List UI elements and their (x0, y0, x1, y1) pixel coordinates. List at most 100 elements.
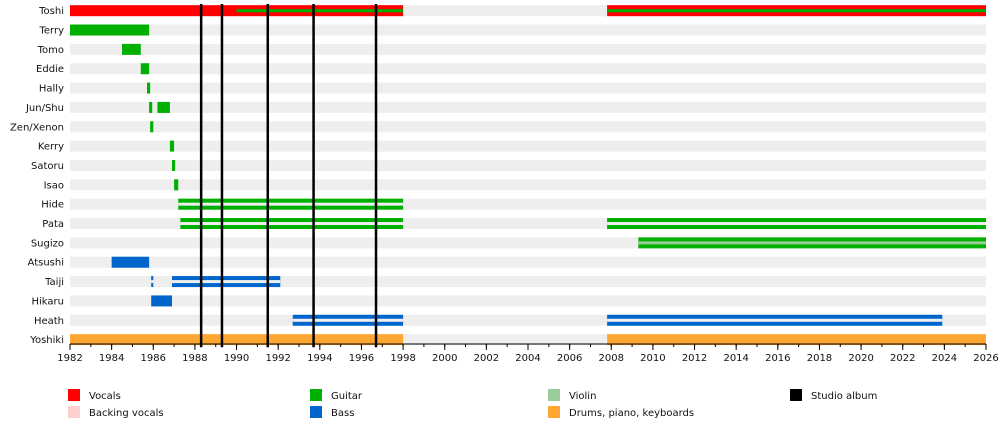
row-band (70, 218, 986, 230)
row-band (70, 5, 986, 17)
x-tick-label: 1986 (141, 353, 166, 364)
legend-swatch-drums (548, 406, 560, 418)
member-bar-drums (607, 334, 986, 346)
legend-swatch-vocals (68, 389, 80, 401)
legend-swatch-album (790, 389, 802, 401)
x-axis: 1982 1984 1986 1988 1990 1992 1994 1996 1998 2000… (57, 343, 999, 364)
member-bars (70, 5, 986, 346)
x-tick-label: 2016 (765, 353, 790, 364)
row-band (70, 256, 986, 268)
member-label: Hally (39, 84, 64, 95)
x-tick-label: 2010 (640, 353, 665, 364)
member-bar-guitar (150, 121, 154, 133)
x-tick-label: 2018 (807, 353, 832, 364)
member-label: Sugizo (31, 238, 64, 249)
member-bar-drums (70, 334, 404, 346)
member-label: Heath (34, 316, 64, 327)
member-label: Eddie (36, 64, 64, 75)
member-stripe-guitar (236, 9, 404, 13)
member-label: Atsushi (28, 258, 64, 269)
member-stripe-band_light (607, 318, 943, 322)
row-band (70, 140, 986, 152)
x-tick-label: 2002 (474, 353, 499, 364)
member-label: Jun/Shu (25, 103, 64, 114)
member-label: Terry (38, 26, 64, 37)
row-band (70, 159, 986, 171)
member-label: Taiji (44, 277, 64, 288)
x-tick-label: 1996 (349, 353, 374, 364)
row-band (70, 314, 986, 326)
row-band (70, 237, 986, 249)
member-stripe-band_light (151, 280, 154, 284)
member-bar-guitar (174, 179, 179, 191)
member-label: Hide (41, 200, 64, 211)
x-tick-label: 2006 (557, 353, 582, 364)
member-bar-guitar (140, 63, 150, 75)
member-stripe-band_light (180, 222, 404, 226)
member-label: Tomo (37, 45, 64, 56)
x-tick-label: 1990 (224, 353, 249, 364)
legend-label: Violin (569, 391, 596, 402)
legend-swatch-backing (68, 406, 80, 418)
member-stripe-band_light (172, 280, 281, 284)
x-tick-label: 2026 (973, 353, 998, 364)
member-bar-bass (111, 256, 150, 268)
x-tick-label: 1998 (390, 353, 415, 364)
x-tick-label: 2000 (432, 353, 457, 364)
member-bar-guitar (169, 140, 175, 152)
member-bar-guitar (147, 82, 151, 94)
legend-swatch-bass (310, 406, 322, 418)
x-tick-label: 1994 (307, 353, 332, 364)
x-tick-label: 2020 (848, 353, 873, 364)
x-tick-label: 2022 (890, 353, 915, 364)
row-band (70, 43, 986, 55)
x-tick-label: 2024 (932, 353, 957, 364)
member-label: Zen/Xenon (10, 122, 64, 133)
album-lines (199, 4, 378, 348)
row-band (70, 295, 986, 307)
member-label: Pata (42, 219, 64, 230)
member-bar-guitar (149, 101, 153, 113)
member-label: Kerry (38, 142, 64, 153)
row-band (70, 198, 986, 210)
row-band (70, 179, 986, 191)
member-label: Yoshiki (29, 335, 64, 346)
member-bar-guitar (122, 43, 141, 55)
member-stripe-band_light (178, 202, 404, 206)
member-stripe-guitar (607, 9, 986, 13)
x-tick-label: 2014 (723, 353, 748, 364)
legend: Vocals Backing vocals Guitar Bass Violin Drum… (68, 389, 877, 419)
member-bar-guitar (157, 101, 170, 113)
legend-label: Backing vocals (89, 408, 164, 419)
member-labels: Toshi Terry Tomo Eddie Hally Jun/Shu Zen/Xenon… (10, 6, 64, 346)
row-band (70, 63, 986, 75)
member-stripe-band_light (607, 222, 986, 226)
member-label: Hikaru (32, 296, 65, 307)
x-tick-label: 1992 (265, 353, 290, 364)
x-tick-label: 1982 (57, 353, 82, 364)
legend-label: Drums, piano, keyboards (569, 408, 694, 419)
row-band (70, 24, 986, 36)
legend-label: Vocals (89, 391, 121, 402)
row-band (70, 121, 986, 133)
member-label: Toshi (38, 6, 64, 17)
member-label: Isao (44, 180, 64, 191)
member-stripe-band_light (292, 318, 404, 322)
member-bar-bass (151, 295, 173, 307)
legend-label: Studio album (811, 391, 877, 402)
row-band (70, 276, 986, 288)
legend-swatch-guitar (310, 389, 322, 401)
legend-label: Guitar (331, 391, 363, 402)
row-bands (70, 5, 986, 346)
x-tick-label: 2004 (515, 353, 540, 364)
x-tick-label: 1984 (99, 353, 124, 364)
row-band (70, 101, 986, 113)
x-tick-label: 2008 (599, 353, 624, 364)
row-band (70, 334, 986, 346)
member-stripe-violin (638, 241, 986, 245)
member-label: Satoru (31, 161, 64, 172)
member-bar-guitar (172, 159, 176, 171)
legend-swatch-violin (548, 389, 560, 401)
row-band (70, 82, 986, 94)
